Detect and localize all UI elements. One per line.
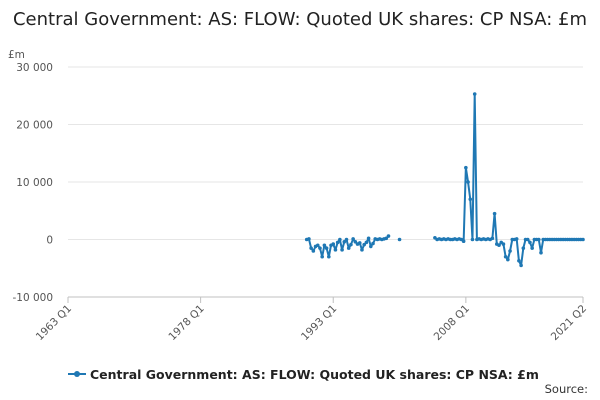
data-point[interactable]: [362, 242, 366, 247]
data-point[interactable]: [342, 240, 347, 244]
data-point[interactable]: [525, 237, 530, 242]
y-tick-label: 10 000: [16, 177, 53, 189]
data-point[interactable]: [311, 249, 316, 253]
legend-series-swatch-icon: [68, 368, 86, 380]
data-point[interactable]: [364, 240, 369, 245]
y-tick-label: 30 000: [16, 62, 53, 74]
data-point[interactable]: [309, 246, 313, 250]
legend[interactable]: Central Government: AS: FLOW: Quoted UK …: [68, 364, 539, 384]
data-point[interactable]: [340, 248, 344, 252]
source-label: Source:: [544, 382, 588, 396]
data-point[interactable]: [371, 241, 375, 246]
data-point[interactable]: [366, 236, 371, 241]
data-point[interactable]: [514, 237, 519, 241]
data-point[interactable]: [536, 237, 541, 242]
legend-series-label: Central Government: AS: FLOW: Quoted UK …: [90, 366, 539, 382]
data-point[interactable]: [501, 242, 506, 246]
data-point[interactable]: [335, 240, 340, 245]
data-point[interactable]: [468, 197, 473, 202]
x-tick-label: 1978 Q1: [166, 303, 206, 343]
data-point[interactable]: [466, 180, 470, 184]
data-point[interactable]: [397, 237, 402, 242]
data-point[interactable]: [315, 243, 320, 248]
data-point[interactable]: [318, 246, 322, 250]
data-point[interactable]: [357, 241, 362, 245]
data-point[interactable]: [472, 92, 477, 96]
y-tick-label: -10 000: [12, 292, 53, 304]
data-point[interactable]: [503, 254, 508, 259]
data-point[interactable]: [333, 248, 338, 252]
data-point[interactable]: [490, 236, 495, 241]
data-point[interactable]: [386, 234, 391, 238]
data-point[interactable]: [324, 246, 329, 250]
x-tick-label: 2008 Q1: [432, 303, 472, 343]
data-point[interactable]: [506, 257, 510, 262]
data-point[interactable]: [349, 242, 353, 247]
data-point[interactable]: [470, 237, 475, 242]
y-tick-label: 20 000: [16, 120, 53, 132]
data-point[interactable]: [346, 246, 351, 250]
data-point[interactable]: [519, 263, 523, 268]
chart-title: Central Government: AS: FLOW: Quoted UK …: [12, 9, 588, 30]
y-tick-label: 0: [46, 235, 53, 247]
data-point[interactable]: [327, 254, 331, 259]
data-point[interactable]: [521, 246, 526, 250]
x-tick-label: 1993 Q1: [299, 303, 339, 343]
data-point[interactable]: [338, 237, 342, 242]
data-point[interactable]: [351, 237, 355, 241]
data-point[interactable]: [384, 236, 389, 241]
data-point[interactable]: [528, 240, 532, 245]
data-point[interactable]: [464, 165, 468, 170]
data-point[interactable]: [360, 248, 364, 252]
data-point[interactable]: [322, 243, 327, 248]
data-point[interactable]: [320, 254, 324, 259]
data-point[interactable]: [508, 249, 512, 253]
y-axis-unit-label: £m: [8, 49, 25, 61]
data-point[interactable]: [353, 240, 358, 244]
data-point[interactable]: [344, 237, 349, 242]
data-point[interactable]: [307, 237, 311, 241]
data-point[interactable]: [331, 242, 336, 246]
data-point[interactable]: [461, 239, 466, 244]
data-point[interactable]: [369, 244, 373, 249]
data-point[interactable]: [539, 250, 543, 255]
data-point[interactable]: [517, 258, 521, 263]
data-point[interactable]: [581, 237, 585, 242]
data-point[interactable]: [497, 243, 501, 248]
x-tick-label: 1963 Q1: [34, 303, 74, 343]
x-tick-label: 2021 Q2: [549, 303, 589, 343]
data-point[interactable]: [530, 246, 534, 250]
data-point[interactable]: [492, 211, 497, 216]
